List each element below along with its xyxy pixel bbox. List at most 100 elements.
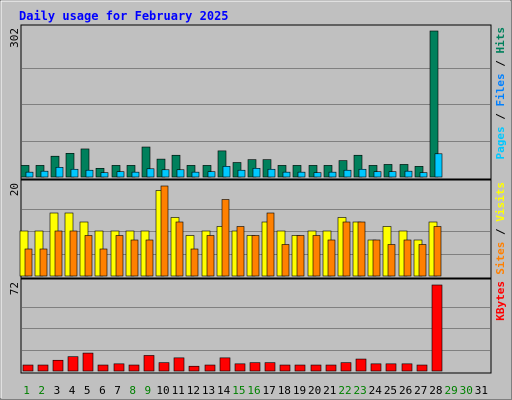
x-tick-label: 24 xyxy=(369,384,383,397)
bar-kbytes xyxy=(279,364,291,372)
bar-hits xyxy=(414,166,424,178)
hits-panel: 302 Pages / Files / Hits xyxy=(8,24,507,180)
x-tick-label: 1 xyxy=(23,384,30,397)
bar-hits xyxy=(50,155,60,178)
bar-sites xyxy=(160,185,169,277)
bar-pages xyxy=(358,168,367,178)
bar-hits xyxy=(141,146,151,178)
bar-sites xyxy=(54,230,63,277)
x-tick-label: 31 xyxy=(475,384,488,397)
bar-sites xyxy=(266,212,275,277)
bar-sites xyxy=(175,221,184,277)
bar-sites xyxy=(84,235,93,277)
x-tick-label: 26 xyxy=(399,384,412,397)
bar-hits xyxy=(156,158,166,178)
bar-pages xyxy=(191,171,200,178)
bar-kbytes xyxy=(340,362,352,372)
bar-sites xyxy=(24,248,33,277)
x-tick-label: 19 xyxy=(293,384,306,397)
x-axis-labels: 1 2 3 4 5 6 7 8 9 10 11 12 13 14 15 16 17 18 19 20 21 22 23 24 2… xyxy=(23,384,488,397)
bar-hits xyxy=(323,165,333,178)
bar-sites xyxy=(281,244,290,277)
bar-kbytes xyxy=(97,364,109,372)
bar-sites xyxy=(251,235,260,277)
legend-separator: / xyxy=(494,54,507,74)
legend: Pages / Files / Hits xyxy=(494,27,507,160)
bar-kbytes xyxy=(37,364,49,372)
bar-pages xyxy=(207,171,216,178)
x-tick-label: 11 xyxy=(172,384,185,397)
bar-sites xyxy=(206,235,215,277)
bar-hits xyxy=(202,165,212,178)
x-tick-label: 2 xyxy=(38,384,45,397)
bar-sites xyxy=(130,239,139,277)
bar-kbytes xyxy=(249,362,261,372)
bar-kbytes xyxy=(143,355,155,372)
bar-hits xyxy=(292,165,302,178)
bar-kbytes xyxy=(173,357,185,372)
bar-hits xyxy=(368,165,378,178)
bar-pages xyxy=(373,171,382,178)
bar-pages xyxy=(343,169,352,178)
x-tick-label: 6 xyxy=(99,384,106,397)
bar-kbytes xyxy=(401,363,413,372)
bar-hits xyxy=(353,154,363,178)
bar-hits xyxy=(399,164,409,178)
bar-kbytes xyxy=(416,364,428,372)
bar-sites xyxy=(190,248,199,277)
x-tick-label: 28 xyxy=(429,384,442,397)
bar-sites xyxy=(433,226,442,277)
bar-hits xyxy=(383,164,393,178)
bar-pages xyxy=(297,171,306,178)
x-tick-label: 3 xyxy=(54,384,61,397)
bar-pages xyxy=(116,171,125,178)
bar-hits xyxy=(65,153,75,178)
bar-sites xyxy=(39,248,48,277)
bar-pages xyxy=(100,172,109,178)
bar-kbytes xyxy=(204,364,216,372)
bar-pages xyxy=(40,170,49,178)
x-tick-label: 22 xyxy=(338,384,351,397)
x-tick-label: 25 xyxy=(384,384,397,397)
x-tick-label: 18 xyxy=(278,384,291,397)
bar-hits xyxy=(429,30,439,178)
bar-pages xyxy=(404,170,413,178)
bar-kbytes xyxy=(82,352,94,372)
x-tick-label: 16 xyxy=(247,384,260,397)
bar-hits xyxy=(171,154,181,178)
bar-kbytes xyxy=(158,362,170,372)
legend-kbytes: KBytes xyxy=(494,281,507,321)
bar-pages xyxy=(85,169,94,178)
bar-hits xyxy=(308,165,318,178)
x-tick-label: 5 xyxy=(84,384,91,397)
bar-hits xyxy=(111,165,121,178)
bar-hits xyxy=(338,160,348,178)
legend-pages: Pages xyxy=(494,126,507,159)
bar-kbytes xyxy=(325,364,337,372)
bar-pages xyxy=(282,171,291,178)
legend: Sites / Visits xyxy=(494,182,507,275)
bar-kbytes xyxy=(219,357,231,372)
x-tick-label: 30 xyxy=(460,384,473,397)
y-max-label: 72 xyxy=(8,282,21,295)
bar-kbytes xyxy=(431,284,443,372)
bar-kbytes xyxy=(52,359,64,372)
panels: 302 Pages / Files / Hits 20 Sites / Visits 7… xyxy=(8,24,507,374)
bar-sites xyxy=(327,239,336,277)
bar-pages xyxy=(267,168,276,178)
x-tick-label: 27 xyxy=(414,384,427,397)
bar-hits xyxy=(262,159,272,178)
bar-hits xyxy=(20,165,30,178)
bar-pages xyxy=(252,167,261,178)
bar-kbytes xyxy=(294,364,306,372)
legend-separator: / xyxy=(494,107,507,127)
bar-kbytes xyxy=(188,365,200,372)
x-tick-label: 14 xyxy=(217,384,231,397)
bar-kbytes xyxy=(264,362,276,372)
plot-area xyxy=(20,24,492,180)
bar-pages xyxy=(146,168,155,178)
bar-hits xyxy=(80,148,90,178)
x-tick-label: 15 xyxy=(232,384,245,397)
y-max-label: 20 xyxy=(8,183,21,196)
